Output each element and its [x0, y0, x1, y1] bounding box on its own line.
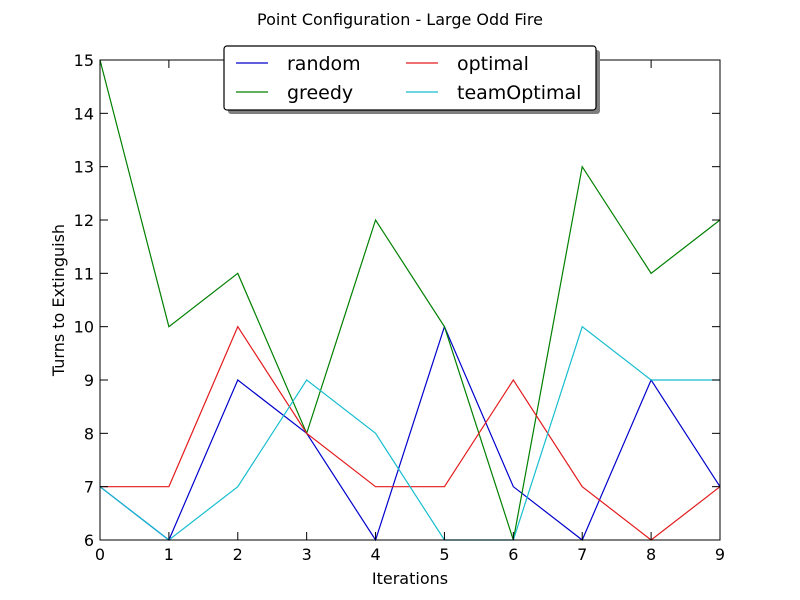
legend-label-optimal: optimal [457, 53, 529, 75]
y-tick-label: 8 [84, 424, 94, 443]
series-line-teamOptimal [99, 325, 720, 541]
legend: random greedy optimal teamOptimal [223, 45, 600, 114]
series-layer [99, 59, 721, 542]
legend-label-random: random [287, 53, 361, 75]
y-tick-label: 9 [84, 371, 94, 390]
y-tick-label: 11 [74, 264, 94, 283]
chart-title: Point Configuration - Large Odd Fire [257, 10, 543, 29]
x-tick-label: 6 [508, 545, 518, 564]
series-line-random [99, 324, 721, 542]
y-axis-label: Turns to Extinguish [49, 224, 68, 377]
y-tick-label: 10 [74, 318, 94, 337]
y-tick-label: 12 [74, 211, 94, 230]
x-tick-label: 8 [646, 545, 656, 564]
y-tick-label: 14 [74, 104, 94, 123]
x-tick-label: 1 [164, 545, 174, 564]
x-tick-label: 9 [715, 545, 725, 564]
x-tick-label: 2 [233, 545, 243, 564]
legend-label-teamOptimal: teamOptimal [457, 82, 581, 104]
y-tick-label: 13 [74, 158, 94, 177]
x-tick-label: 0 [95, 545, 105, 564]
x-tick-label: 3 [302, 545, 312, 564]
y-tick-label: 7 [84, 478, 94, 497]
legend-box [223, 45, 597, 111]
y-tick-label: 6 [84, 531, 94, 550]
legend-label-greedy: greedy [287, 82, 353, 104]
x-tick-label: 7 [577, 545, 587, 564]
x-tick-label: 5 [439, 545, 449, 564]
x-axis-label: Iterations [372, 569, 448, 588]
y-tick-label: 15 [74, 51, 94, 70]
x-tick-label: 4 [370, 545, 380, 564]
legend-items: random greedy optimal teamOptimal [236, 53, 581, 104]
series-line-greedy [99, 59, 721, 541]
plot-frame [99, 59, 721, 541]
